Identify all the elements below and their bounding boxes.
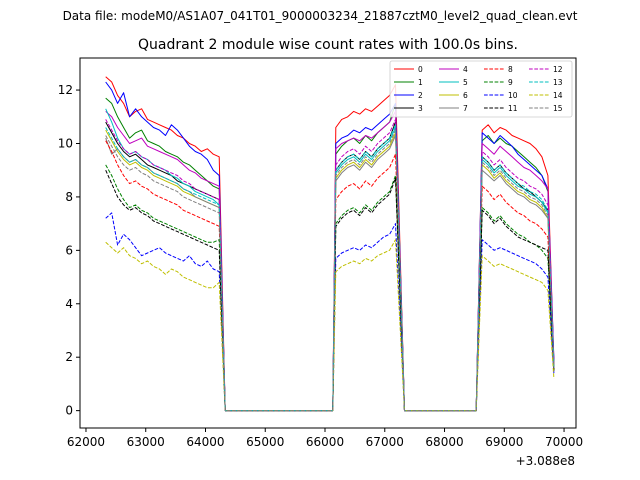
- figure-suptitle: Data file: modeM0/AS1A07_041T01_90000032…: [63, 9, 578, 23]
- legend-label-11: 11: [508, 104, 518, 113]
- chart-title: Quadrant 2 module wise count rates with …: [138, 37, 518, 53]
- series-lines: [105, 76, 555, 412]
- y-tick-label: 0: [65, 404, 73, 418]
- x-tick-label: 65000: [246, 435, 284, 449]
- legend-label-7: 7: [463, 104, 468, 113]
- y-tick-label: 4: [65, 297, 73, 311]
- plot-frame: [79, 57, 577, 429]
- x-tick-label: 68000: [425, 435, 463, 449]
- x-tick-label: 69000: [485, 435, 523, 449]
- legend-label-8: 8: [508, 65, 513, 74]
- legend-label-3: 3: [418, 104, 423, 113]
- legend-label-1: 1: [418, 78, 423, 87]
- legend-label-5: 5: [463, 78, 468, 87]
- legend-box: [389, 60, 573, 118]
- legend-label-4: 4: [463, 65, 468, 74]
- legend-label-13: 13: [553, 78, 563, 87]
- x-tick-label: 64000: [186, 435, 224, 449]
- x-tick-label: 70000: [545, 435, 583, 449]
- y-tick-label: 6: [65, 243, 73, 257]
- y-tick-label: 10: [58, 136, 73, 150]
- legend-label-2: 2: [418, 91, 423, 100]
- y-axis: 0 2 4 6 8 10 12: [58, 83, 80, 418]
- legend-label-6: 6: [463, 91, 468, 100]
- y-tick-label: 8: [65, 190, 73, 204]
- x-tick-label: 62000: [67, 435, 105, 449]
- y-tick-label: 2: [65, 350, 73, 364]
- legend-label-9: 9: [508, 78, 513, 87]
- plot-area: [79, 57, 577, 429]
- y-tick-label: 12: [58, 83, 73, 97]
- x-axis: 62000 63000 64000 65000 66000 67000 68000 69000…: [67, 428, 583, 449]
- legend-label-12: 12: [553, 65, 563, 74]
- x-axis-offset-label: +3.088e8: [516, 454, 575, 468]
- legend-label-14: 14: [553, 91, 563, 100]
- x-tick-label: 67000: [366, 435, 404, 449]
- x-tick-label: 66000: [306, 435, 344, 449]
- x-tick-label: 63000: [127, 435, 165, 449]
- plot-background: [80, 58, 576, 428]
- legend-label-0: 0: [418, 65, 423, 74]
- series-line-15: [105, 129, 555, 412]
- legend-label-15: 15: [553, 104, 563, 113]
- legend-label-10: 10: [508, 91, 518, 100]
